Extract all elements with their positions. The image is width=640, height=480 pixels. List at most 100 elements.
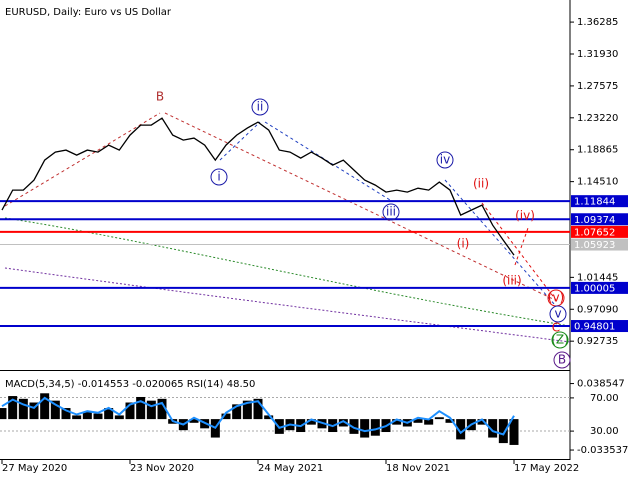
wave-label: B xyxy=(558,353,566,367)
y-tick-label: 0.038547 xyxy=(577,379,625,390)
y-tick-label: 1.01445 xyxy=(577,272,618,283)
macd-bar xyxy=(306,419,316,425)
macd-bar xyxy=(18,398,28,420)
wave-label: C xyxy=(552,321,560,335)
wave-label: iv xyxy=(440,153,450,167)
y-tick-label: 70.00 xyxy=(590,393,619,404)
macd-bar xyxy=(349,419,359,434)
macd-bar xyxy=(477,419,487,425)
trend-line xyxy=(514,227,529,266)
macd-bar xyxy=(221,413,231,420)
level-price-label: 0.94801 xyxy=(574,322,615,333)
wave-label: iii xyxy=(386,205,396,219)
moving-average xyxy=(4,267,571,343)
trend-line xyxy=(164,112,556,301)
wave-circle xyxy=(549,305,567,323)
level-price-label: 1.05923 xyxy=(574,240,615,251)
macd-bar xyxy=(360,419,370,438)
macd-bar xyxy=(136,396,146,420)
level-price-box xyxy=(571,281,628,294)
macd-bar xyxy=(114,415,124,420)
wave-circle xyxy=(436,151,454,169)
trend-line xyxy=(444,179,556,306)
y-tick-label: 1.36285 xyxy=(577,17,618,28)
wave-label: B xyxy=(156,90,164,104)
macd-bar xyxy=(82,411,92,420)
y-tick-label: 30.00 xyxy=(590,426,619,437)
y-tick-label: -0.033537 xyxy=(577,445,628,456)
wave-circle xyxy=(553,351,571,369)
level-price-box xyxy=(571,213,628,226)
wave-label: i xyxy=(217,170,220,184)
macd-bar xyxy=(104,408,114,420)
wave-label: (Z) xyxy=(551,333,569,347)
x-tick-label: 17 May 2022 xyxy=(514,463,579,474)
macd-bar xyxy=(253,398,263,420)
x-tick-label: 18 Nov 2021 xyxy=(386,463,450,474)
macd-bar xyxy=(157,398,167,420)
rsi-line xyxy=(1,396,515,436)
macd-bar xyxy=(8,396,18,420)
level-price-label: 1.11844 xyxy=(574,197,615,208)
macd-bar xyxy=(509,419,519,445)
y-tick-label: 1.18865 xyxy=(577,145,618,156)
macd-bar xyxy=(50,400,60,420)
macd-bar xyxy=(40,393,50,420)
level-price-box xyxy=(571,238,628,251)
macd-bar xyxy=(434,417,444,420)
moving-average xyxy=(4,217,571,327)
macd-bar xyxy=(498,419,508,444)
level-price-label: 1.09374 xyxy=(574,215,615,226)
wave-label: (i) xyxy=(457,237,470,251)
macd-bar xyxy=(0,408,7,420)
wave-circle xyxy=(210,168,228,186)
level-price-box xyxy=(571,225,628,238)
y-tick-label: 1.14510 xyxy=(577,177,618,188)
wave-circle xyxy=(382,203,400,221)
macd-bar xyxy=(29,402,39,420)
level-price-box xyxy=(571,195,628,208)
wave-circle xyxy=(251,98,269,116)
macd-bar xyxy=(445,419,455,423)
macd-bar xyxy=(93,413,103,420)
macd-bar xyxy=(456,419,466,440)
x-tick-label: 24 May 2021 xyxy=(258,463,323,474)
wave-label: (ii) xyxy=(473,177,489,191)
wave-label: v xyxy=(554,307,561,321)
macd-bar xyxy=(424,419,434,425)
wave-label: (v) xyxy=(548,291,564,305)
macd-bar xyxy=(264,415,274,420)
macd-bar xyxy=(413,419,423,423)
macd-bar xyxy=(338,419,348,427)
macd-bar xyxy=(72,415,82,420)
wave-label: ii xyxy=(257,100,264,114)
macd-bar xyxy=(488,419,498,438)
wave-label: (iii) xyxy=(502,274,521,288)
macd-bar xyxy=(232,404,242,420)
x-tick-label: 23 Nov 2020 xyxy=(130,463,194,474)
wave-circle xyxy=(551,331,569,349)
macd-bar xyxy=(242,400,252,420)
macd-bar xyxy=(125,402,135,420)
y-tick-label: 1.31930 xyxy=(577,49,618,60)
chart-title: EURUSD, Daily: Euro vs US Dollar xyxy=(5,7,172,18)
y-tick-label: 1.23220 xyxy=(577,113,618,124)
level-price-label: 1.07652 xyxy=(574,227,615,238)
x-tick-label: 27 May 2020 xyxy=(2,463,67,474)
macd-bar xyxy=(370,419,380,436)
level-price-label: 1.00005 xyxy=(574,283,615,294)
macd-bar xyxy=(146,400,156,420)
macd-bar xyxy=(392,419,402,425)
y-tick-label: 1.27575 xyxy=(577,81,618,92)
price-line xyxy=(1,117,515,256)
level-price-box xyxy=(571,320,628,333)
indicator-title: MACD(5,34,5) -0.014553 -0.020065 RSI(14)… xyxy=(5,379,255,390)
macd-bar xyxy=(189,419,199,423)
wave-label: (iv) xyxy=(515,209,535,223)
trend-line xyxy=(4,112,161,207)
y-tick-label: 0.97090 xyxy=(577,304,618,315)
macd-bar xyxy=(61,408,71,420)
